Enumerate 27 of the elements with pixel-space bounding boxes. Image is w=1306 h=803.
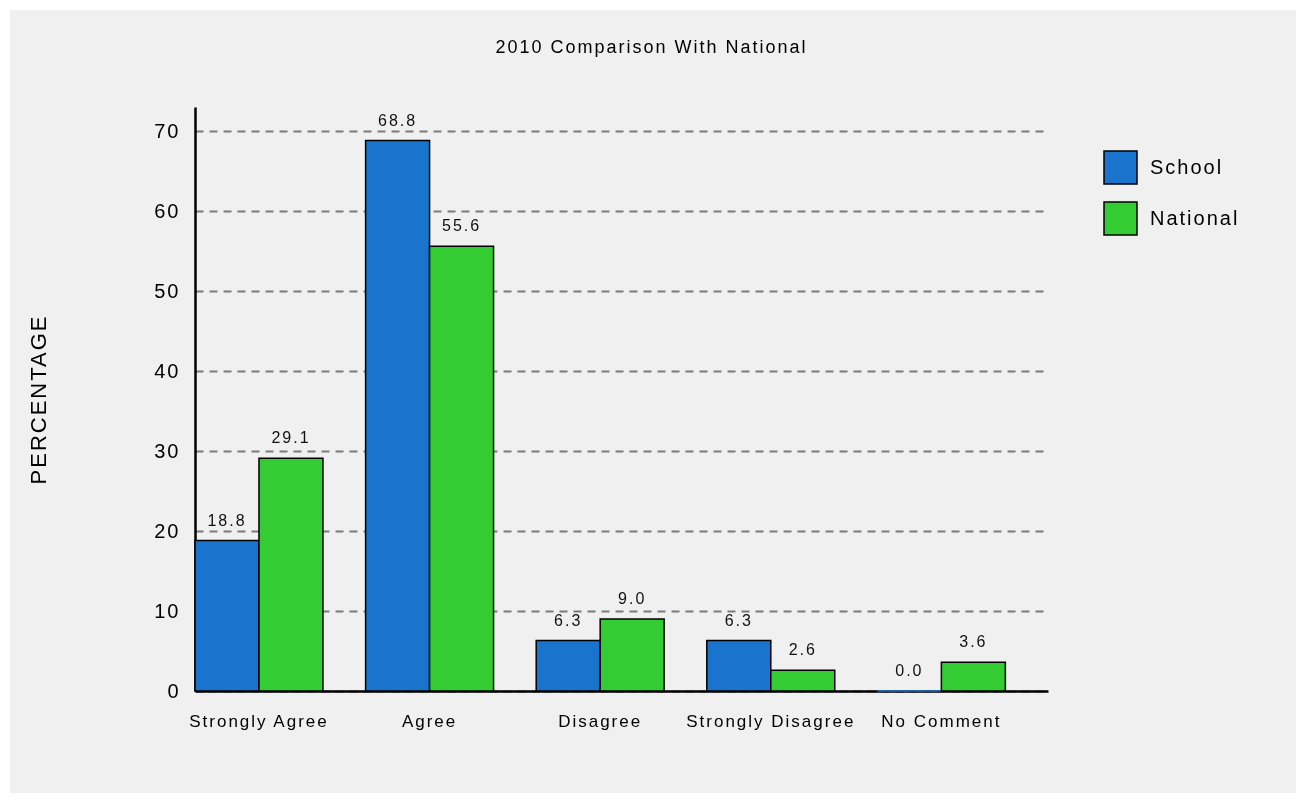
data-label: 18.8 [207, 511, 247, 529]
data-label: 3.6 [959, 633, 988, 651]
x-tick-label: Agree [401, 711, 458, 731]
data-label: 6.3 [724, 611, 753, 629]
x-tick-label: No Comment [881, 711, 1002, 731]
y-tick-label: 70 [154, 119, 181, 142]
x-tick-label: Strongly Disagree [686, 711, 856, 731]
y-tick-label: 0 [167, 679, 181, 702]
data-label: 68.8 [378, 111, 418, 129]
y-tick-label: 20 [154, 519, 181, 542]
y-axis-title: PERCENTAGE [25, 314, 51, 485]
data-label: 9.0 [618, 590, 647, 607]
data-label: 55.6 [441, 217, 482, 235]
data-label: 6.3 [554, 611, 583, 629]
legend-label: National [1150, 206, 1240, 229]
y-tick-label: 60 [154, 199, 181, 222]
data-label: 0.0 [895, 662, 924, 679]
data-label: 29.1 [271, 429, 311, 447]
chart-title: 2010 Comparison With National [495, 37, 808, 57]
x-tick-label: Disagree [558, 711, 643, 731]
data-label: 2.6 [788, 641, 817, 659]
y-tick-label: 50 [154, 279, 181, 302]
y-tick-label: 10 [154, 599, 181, 622]
legend-label: School [1150, 155, 1224, 178]
y-tick-label: 30 [154, 439, 181, 462]
x-tick-label: Strongly Agree [189, 711, 329, 731]
y-tick-label: 40 [154, 359, 181, 382]
